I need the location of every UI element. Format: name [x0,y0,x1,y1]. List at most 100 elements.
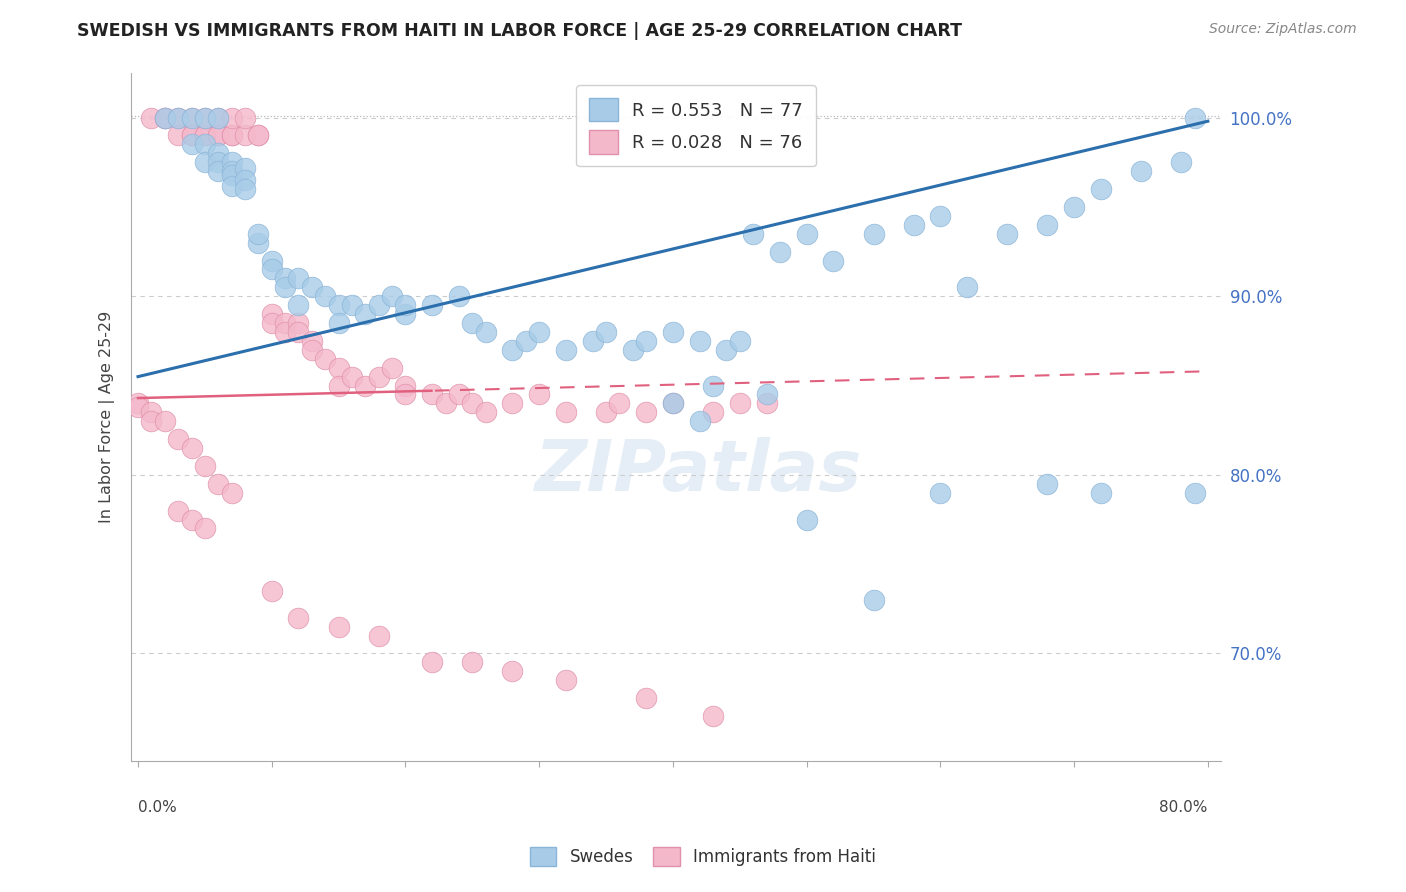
Point [555,405,578,419]
Point [233,173,256,187]
Point [221,155,243,169]
Point [1036,476,1059,491]
Point [354,378,377,392]
Y-axis label: In Labor Force | Age 25-29: In Labor Force | Age 25-29 [100,310,115,523]
Point [529,325,551,339]
Point [367,629,389,643]
Point [354,307,377,321]
Point [233,111,256,125]
Point [636,691,658,706]
Point [636,405,658,419]
Point [207,111,229,125]
Point [167,111,190,125]
Point [287,271,309,285]
Point [903,218,925,232]
Point [328,316,350,330]
Point [233,182,256,196]
Point [689,334,711,348]
Text: Source: ZipAtlas.com: Source: ZipAtlas.com [1209,22,1357,37]
Point [153,111,176,125]
Point [221,168,243,182]
Point [233,161,256,175]
Text: 0.0%: 0.0% [138,799,177,814]
Point [274,280,297,294]
Point [287,611,309,625]
Point [689,414,711,428]
Point [260,262,283,277]
Point [862,593,884,607]
Point [501,665,523,679]
Point [180,128,202,143]
Point [260,316,283,330]
Point [555,673,578,688]
Point [755,387,778,401]
Point [207,128,229,143]
Point [501,343,523,357]
Point [247,227,270,241]
Point [127,396,149,410]
Point [328,360,350,375]
Point [1170,155,1192,169]
Point [167,111,190,125]
Point [862,227,884,241]
Point [755,396,778,410]
Point [247,235,270,250]
Point [314,289,336,303]
Point [1063,200,1085,214]
Point [929,485,952,500]
Point [394,387,416,401]
Point [127,400,149,414]
Point [180,441,202,455]
Point [796,227,818,241]
Point [153,111,176,125]
Point [167,128,190,143]
Point [515,334,537,348]
Point [301,280,323,294]
Point [447,289,470,303]
Point [702,405,724,419]
Point [221,128,243,143]
Point [207,155,229,169]
Point [141,405,163,419]
Point [167,432,190,446]
Point [141,414,163,428]
Point [956,280,979,294]
Point [194,111,217,125]
Point [662,396,685,410]
Point [260,307,283,321]
Point [461,316,484,330]
Point [461,656,484,670]
Point [582,334,605,348]
Point [394,307,416,321]
Point [328,298,350,312]
Point [301,343,323,357]
Point [301,334,323,348]
Point [367,298,389,312]
Point [420,387,443,401]
Point [194,128,217,143]
Point [221,485,243,500]
Point [595,325,617,339]
Point [1184,111,1206,125]
Point [221,164,243,178]
Point [662,396,685,410]
Text: ZIPatlas: ZIPatlas [534,437,862,507]
Point [340,298,363,312]
Point [702,709,724,723]
Point [233,128,256,143]
Text: SWEDISH VS IMMIGRANTS FROM HAITI IN LABOR FORCE | AGE 25-29 CORRELATION CHART: SWEDISH VS IMMIGRANTS FROM HAITI IN LABO… [77,22,962,40]
Point [153,111,176,125]
Point [194,137,217,152]
Point [167,503,190,517]
Point [595,405,617,419]
Point [394,298,416,312]
Text: 80.0%: 80.0% [1160,799,1208,814]
Point [1090,182,1112,196]
Point [180,137,202,152]
Point [328,620,350,634]
Point [474,405,496,419]
Point [180,512,202,526]
Point [555,343,578,357]
Point [260,253,283,268]
Point [381,360,404,375]
